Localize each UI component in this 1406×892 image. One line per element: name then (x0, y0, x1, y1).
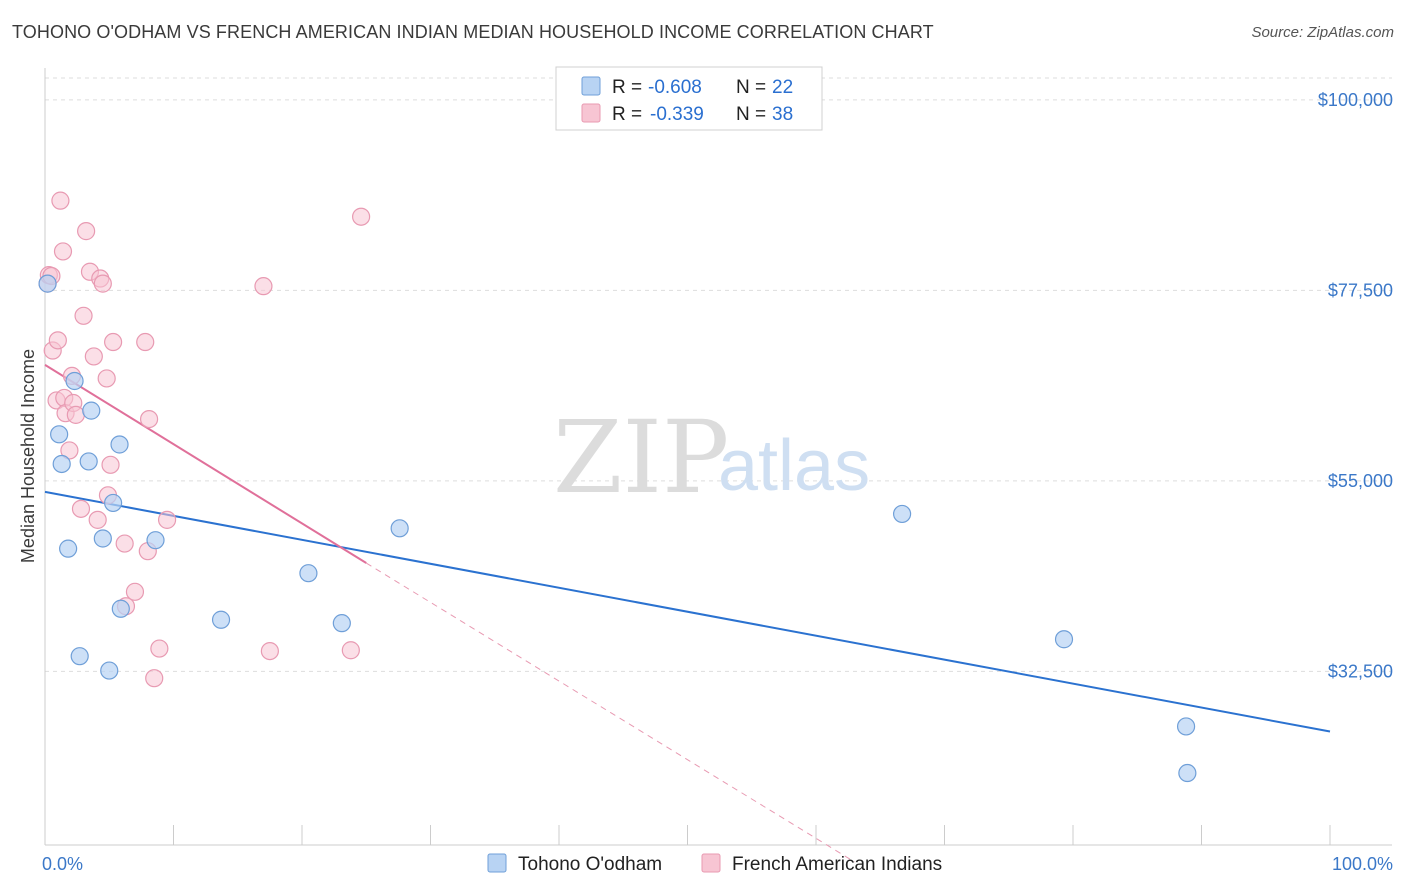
point-tohono-oodham (110, 435, 129, 454)
point-tohono-oodham (111, 599, 130, 618)
point-tohono-oodham (211, 610, 231, 629)
legend-swatch-pink (581, 103, 601, 123)
point-french-american-indians (136, 332, 155, 352)
legend-r-value-1: -0.608 (648, 77, 702, 98)
bottom-legend-swatch-blue (487, 853, 507, 873)
point-french-american-indians (341, 641, 360, 660)
point-french-american-indians (88, 510, 107, 529)
point-tohono-oodham (390, 519, 409, 538)
y-axis-label: Median Household Income (18, 349, 38, 563)
point-tohono-oodham (332, 614, 351, 633)
trend-line-french-extension (365, 562, 855, 863)
point-french-american-indians (77, 222, 96, 241)
point-tohono-oodham (70, 647, 89, 666)
legend-n-label-2: N = (736, 104, 766, 125)
legend-r-value-2: -0.339 (650, 104, 704, 125)
y-tick-label: $32,500 (1328, 661, 1393, 681)
point-tohono-oodham (1176, 717, 1196, 736)
point-french-american-indians (352, 207, 371, 226)
point-french-american-indians (74, 306, 93, 325)
point-french-american-indians (53, 242, 73, 261)
point-tohono-oodham (1054, 630, 1074, 649)
point-french-american-indians (150, 639, 169, 658)
point-tohono-oodham (79, 452, 98, 471)
axes (44, 68, 1392, 846)
point-french-american-indians (115, 534, 134, 553)
point-french-american-indians (51, 191, 70, 210)
legend-r-label-1: R = (612, 77, 642, 98)
point-french-american-indians (93, 274, 112, 293)
point-tohono-oodham (892, 504, 912, 524)
legend-n-label-1: N = (736, 77, 766, 98)
point-french-american-indians (60, 441, 79, 460)
point-french-american-indians (101, 455, 120, 474)
point-tohono-oodham (104, 493, 123, 513)
point-tohono-oodham (65, 371, 84, 391)
point-tohono-oodham (100, 661, 119, 680)
trend-line-tohono (44, 490, 1331, 733)
point-tohono-oodham (52, 454, 71, 474)
point-french-american-indians (145, 669, 164, 688)
point-french-american-indians (260, 641, 279, 661)
legend-n-value-1: 22 (772, 77, 793, 98)
legend-r-label-2: R = (612, 104, 642, 125)
tick-labels: $100,000 $77,500 $55,000 $32,500 0.0% 100.0% (42, 90, 1393, 874)
bottom-legend-label-1: Tohono O'odham (518, 854, 662, 875)
y-tick-label: $77,500 (1328, 280, 1393, 300)
point-tohono-oodham (38, 274, 57, 293)
watermark-zip: ZIP (553, 399, 729, 516)
point-french-american-indians (157, 510, 177, 529)
point-french-american-indians (104, 332, 123, 352)
bottom-legend-label-2: French American Indians (732, 854, 942, 875)
point-tohono-oodham (93, 529, 112, 548)
point-french-american-indians (254, 277, 273, 296)
point-tohono-oodham (1178, 763, 1197, 783)
point-french-american-indians (139, 409, 159, 429)
x-tick-label: 0.0% (42, 854, 83, 874)
x-tick-label: 100.0% (1332, 854, 1393, 874)
bottom-legend-swatch-pink (701, 853, 721, 873)
watermark-atlas: atlas (718, 426, 870, 506)
point-french-american-indians (97, 369, 116, 388)
point-french-american-indians (125, 582, 145, 601)
trend-line-french (44, 364, 367, 564)
point-french-american-indians (66, 405, 85, 424)
data-points (38, 191, 1197, 783)
point-tohono-oodham (299, 564, 318, 583)
stats-legend: R = -0.608 N = 22 R = -0.339 N = 38 (555, 66, 823, 131)
point-french-american-indians (48, 331, 67, 350)
point-tohono-oodham (82, 401, 101, 420)
point-tohono-oodham (59, 539, 78, 558)
legend-swatch-blue (581, 76, 601, 96)
source-credit: Source: ZipAtlas.com (1251, 24, 1394, 41)
point-french-american-indians (71, 499, 91, 518)
point-french-american-indians (84, 347, 103, 366)
trend-lines (44, 364, 1331, 863)
grid-lines (45, 77, 1392, 672)
series-legend: Tohono O'odham French American Indians (487, 853, 942, 875)
chart-title: TOHONO O'ODHAM VS FRENCH AMERICAN INDIAN… (12, 22, 934, 42)
watermark: ZIP atlas (553, 399, 870, 516)
y-tick-label: $55,000 (1328, 471, 1393, 491)
point-tohono-oodham (146, 531, 165, 550)
point-tohono-oodham (50, 425, 69, 444)
y-tick-label: $100,000 (1318, 90, 1393, 110)
legend-n-value-2: 38 (772, 104, 793, 125)
